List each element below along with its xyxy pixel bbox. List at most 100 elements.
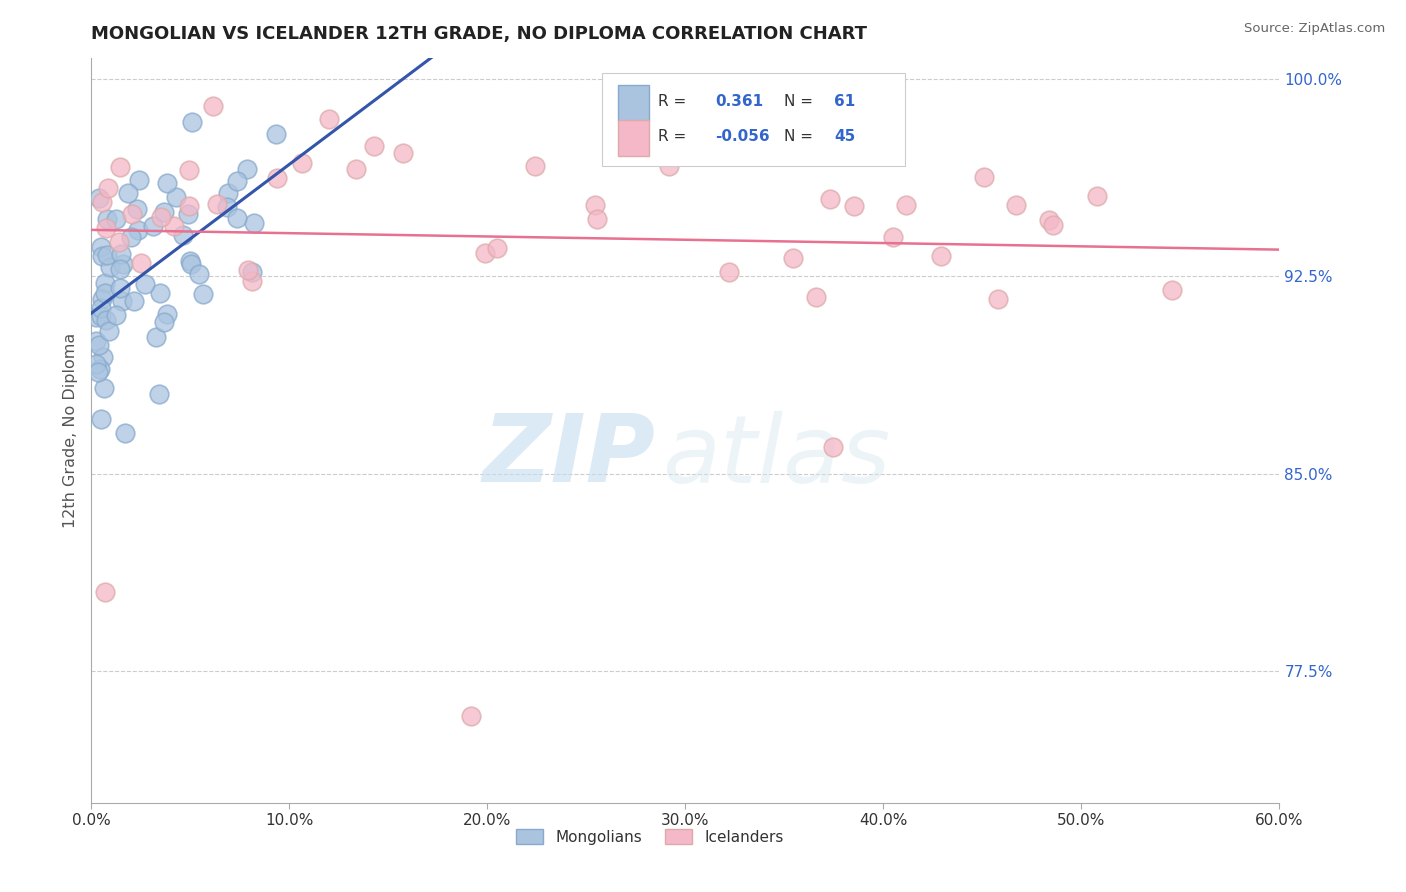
Point [114,426,136,441]
Point [91,249,114,263]
Point [127,202,149,216]
Point [217,201,239,215]
Point [84,357,107,371]
Point [187,267,209,281]
Point [392,145,415,160]
Point [242,216,264,230]
Point [172,228,194,243]
Point [156,176,179,190]
Point [100,260,122,274]
Y-axis label: 12th Grade, No Diploma: 12th Grade, No Diploma [62,333,77,528]
Point [87,337,110,351]
Text: MONGOLIAN VS ICELANDER 12TH GRADE, NO DIPLOMA CORRELATION CHART: MONGOLIAN VS ICELANDER 12TH GRADE, NO DI… [91,25,868,43]
Point [226,211,249,226]
Point [524,159,547,173]
Point [586,212,609,227]
Point [973,170,995,185]
Point [90,412,112,426]
Point [129,256,152,270]
Point [111,294,134,309]
Point [120,230,142,244]
Point [1038,213,1060,227]
Point [149,285,172,300]
Point [1085,188,1108,202]
Point [108,160,131,174]
Point [236,263,259,277]
Point [93,381,115,395]
Point [460,709,482,723]
Point [104,212,127,227]
Point [84,334,107,348]
Point [240,274,263,288]
Legend: Mongolians, Icelanders: Mongolians, Icelanders [509,823,790,851]
Point [93,350,115,364]
Point [96,247,118,261]
Text: N =: N = [785,128,813,144]
Point [142,219,165,234]
Point [191,287,214,301]
Point [717,265,740,279]
Text: N =: N = [785,94,813,109]
Point [145,330,167,344]
Point [658,159,681,173]
Point [117,186,139,200]
Point [93,276,115,290]
Point [485,241,508,255]
Point [98,324,121,338]
Point [111,257,134,271]
Point [226,174,249,188]
Point [84,310,107,324]
Point [844,199,866,213]
Text: 0.361: 0.361 [716,94,763,109]
Text: Source: ZipAtlas.com: Source: ZipAtlas.com [1244,22,1385,36]
Point [1161,283,1184,297]
Point [1042,218,1064,232]
Point [363,138,385,153]
Point [105,308,128,322]
FancyBboxPatch shape [602,73,905,166]
Point [821,441,844,455]
Point [474,245,496,260]
Point [205,196,228,211]
Text: -0.056: -0.056 [716,128,769,144]
Point [179,199,201,213]
Point [782,251,804,265]
Point [1005,198,1028,212]
Point [987,292,1010,306]
Point [165,190,187,204]
Point [97,181,120,195]
Point [318,112,340,127]
Point [87,191,110,205]
Point [127,222,149,236]
Point [179,254,201,268]
Point [121,207,143,221]
Point [217,186,239,200]
Point [180,115,202,129]
Text: R =: R = [658,94,686,109]
Point [291,156,314,170]
Point [96,211,118,226]
Point [124,293,146,308]
Point [87,365,110,379]
Point [894,197,917,211]
Point [150,210,173,224]
Text: ZIP: ZIP [482,410,655,502]
Text: atlas: atlas [662,411,890,502]
Point [179,162,201,177]
Point [128,172,150,186]
Point [94,286,117,301]
Point [90,240,112,254]
Point [134,277,156,292]
Point [110,247,132,261]
Point [108,262,131,277]
Point [89,362,111,376]
Point [820,193,842,207]
Point [583,198,606,212]
Point [242,265,264,279]
Point [94,585,117,599]
Point [96,220,118,235]
Point [180,257,202,271]
Point [806,290,828,304]
Point [344,161,367,176]
Point [91,194,114,209]
